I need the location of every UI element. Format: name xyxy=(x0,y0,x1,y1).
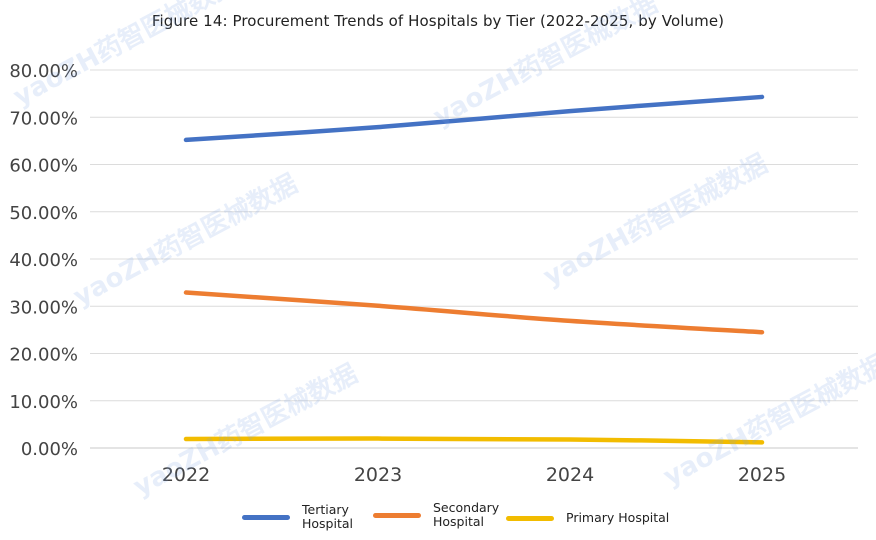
y-tick-label: 30.00% xyxy=(9,297,78,318)
legend-swatch-tertiary xyxy=(242,514,290,520)
y-tick-label: 60.00% xyxy=(9,156,78,177)
legend-item-tertiary[interactable]: Tertiary Hospital xyxy=(242,503,353,531)
legend-label-primary: Primary Hospital xyxy=(566,511,669,525)
legend-item-primary[interactable]: Primary Hospital xyxy=(506,511,669,525)
legend-label-line: Hospital xyxy=(433,514,485,529)
legend-label-secondary: Secondary Hospital xyxy=(433,501,499,529)
chart-title: Figure 14: Procurement Trends of Hospita… xyxy=(151,12,725,30)
y-tick-label: 80.00% xyxy=(9,61,78,82)
y-tick-label: 10.00% xyxy=(9,392,78,413)
x-tick-label: 2022 xyxy=(162,464,210,486)
legend-label-line: Hospital xyxy=(302,516,354,531)
legend-label-line: Primary Hospital xyxy=(566,510,670,525)
legend-label-line: Tertiary xyxy=(302,502,349,517)
legend-label-line: Secondary xyxy=(433,500,500,515)
x-tick-label: 2024 xyxy=(546,464,594,486)
series-line-tertiary-hospital xyxy=(183,94,765,143)
series-line-secondary-hospital xyxy=(183,290,765,335)
x-tick-label: 2023 xyxy=(354,464,402,486)
x-axis-ticks: 2022 2023 2024 2025 xyxy=(162,464,786,486)
series-line-primary-hospital xyxy=(183,436,765,445)
legend-swatch-secondary xyxy=(373,512,421,518)
y-tick-label: 20.00% xyxy=(9,345,78,366)
legend-item-secondary[interactable]: Secondary Hospital xyxy=(373,501,499,529)
y-tick-label: 50.00% xyxy=(9,203,78,224)
y-tick-label: 0.00% xyxy=(21,439,78,460)
y-tick-label: 70.00% xyxy=(9,108,78,129)
y-tick-label: 40.00% xyxy=(9,250,78,271)
legend-swatch-primary xyxy=(506,515,554,521)
x-tick-label: 2025 xyxy=(738,464,786,486)
legend-label-tertiary: Tertiary Hospital xyxy=(302,503,353,531)
series-lines xyxy=(183,94,765,445)
legend: Tertiary Hospital Secondary Hospital Pri… xyxy=(0,501,876,537)
line-chart: 0.00% 10.00% 20.00% 30.00% 40.00% 50.00% 60.00… xyxy=(9,61,858,486)
y-axis-ticks: 0.00% 10.00% 20.00% 30.00% 40.00% 50.00% 60.00… xyxy=(9,61,78,460)
gridlines xyxy=(90,69,858,449)
